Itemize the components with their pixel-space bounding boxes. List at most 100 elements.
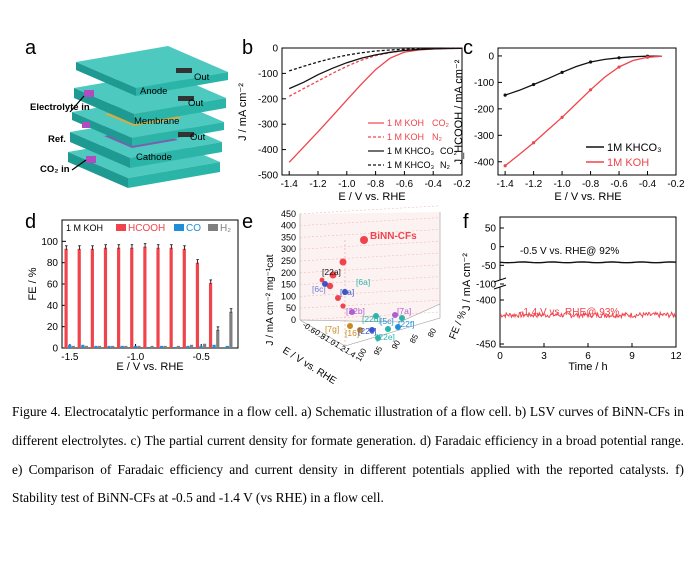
- d-ytick-label-3: 60: [47, 280, 59, 291]
- b-series-line-2: [288, 47, 463, 90]
- e-ytick-label-7: 350: [281, 232, 296, 242]
- legend-b-gas-1: N₂: [432, 132, 442, 142]
- e-point-18: [399, 315, 405, 321]
- e-ytick-label-6: 300: [281, 244, 296, 254]
- e-ytick-label-3: 150: [281, 280, 296, 290]
- d-bar-0-9: [182, 248, 186, 348]
- c-series-line-0: [504, 55, 662, 96]
- e-point-1: [339, 258, 347, 266]
- e-ref-label-4: [22b]: [346, 306, 365, 316]
- panel-e-binn-label: BiNN-CFs: [370, 231, 417, 242]
- electrolyte-in-label: Electrolyte in: [30, 102, 90, 113]
- e-ytick-label-9: 450: [281, 209, 296, 219]
- panel-c-series: [503, 54, 662, 168]
- d-bar-2-10: [203, 343, 207, 348]
- panel-e-points: [22a] [6c] [9a][6a] [22b] [7a] [22d] [5c] [22f]…: [312, 236, 415, 342]
- out-label-1: Out: [194, 72, 210, 83]
- c-xtick-label-0: -1.4: [497, 179, 515, 190]
- panel-c: c 0 -100 -200 -300 -400 -1.4 -1.2 -1.0 -0.8 -0.6…: [453, 37, 685, 203]
- b-ytick-label-0: 0: [272, 44, 278, 55]
- e-gridline-9: [299, 205, 441, 215]
- panel-c-y-ticks: 0 -100 -200 -300 -400: [474, 51, 502, 168]
- e-gridline-1: [299, 299, 441, 309]
- d-bar-2-11: [216, 329, 220, 348]
- d-bar-2-8: [176, 345, 180, 348]
- d-bar-0-11: [208, 282, 213, 348]
- panel-a-letter: a: [25, 37, 37, 59]
- panel-f-x-label: Time / h: [568, 361, 607, 373]
- panel-b: b 0 -100 -200 -300 -400 -500 -1.4 -1.2 -1.0 -0.8…: [237, 37, 471, 203]
- legend-d-swatch-0: [116, 224, 126, 231]
- panel-d-title: 1 M KOH: [66, 223, 103, 233]
- c-ytick-label-3: -300: [474, 131, 494, 142]
- e-point-2: [329, 271, 337, 279]
- panel-d: d 0 20 40 60 80 100 -1.5 -1.0 -0.5 E / V vs. RH…: [25, 211, 239, 373]
- d-ytick-label-1: 20: [47, 322, 59, 333]
- b-ytick-label-5: -500: [258, 171, 278, 182]
- co2-in-label: CO₂ in: [40, 164, 70, 175]
- panel-d-y-label: FE / %: [27, 267, 39, 300]
- panel-f-letter: f: [463, 211, 469, 233]
- d-bar-1-11: [212, 344, 216, 348]
- e-gridline-3: [299, 276, 441, 285]
- panel-b-y-label: J / mA cm⁻²: [237, 83, 249, 141]
- c-xtick-label-3: -0.8: [582, 179, 600, 190]
- d-bar-2-0: [71, 345, 75, 348]
- panel-d-bars: [64, 243, 233, 348]
- panel-e-letter: e: [242, 211, 253, 233]
- e-ref-label-11: [22c]: [358, 326, 376, 336]
- arrow-co2: [71, 159, 87, 171]
- c-point-0-2: [532, 82, 536, 87]
- e-point-15: [357, 327, 363, 333]
- d-bar-0-10: [195, 262, 200, 348]
- c-ytick-label-1: -100: [474, 78, 494, 89]
- panel-c-frame: [497, 47, 677, 176]
- e-ref-label-9: [7g]: [325, 324, 339, 334]
- b-series-line-1: [288, 47, 463, 97]
- arrow-electrolyte: [69, 95, 85, 113]
- panel-e-x-label: E / V vs. RHE: [280, 345, 338, 387]
- panel-f-label-1: -1.4 V vs. RHE@ 93%: [520, 307, 619, 318]
- legend-d-label-2: H₂: [220, 223, 231, 234]
- ref-port: [82, 122, 90, 128]
- d-ytick-label-4: 80: [47, 258, 59, 269]
- e-ytick-label-4: 200: [281, 268, 296, 278]
- e-gridline-5: [299, 252, 441, 262]
- panel-b-frame: [281, 47, 463, 176]
- e-point-9: [349, 309, 355, 315]
- legend-b-label-1: 1 M KOH: [387, 132, 424, 142]
- c-point-0-4: [560, 70, 564, 74]
- f-xtick-label-4: 12: [670, 351, 682, 362]
- inlet-port: [84, 90, 94, 97]
- figure-caption: Figure 4. Electrocatalytic performance i…: [12, 404, 684, 506]
- e-point-0: [360, 236, 368, 244]
- f-ytick-bot-label-1: -450: [476, 340, 496, 351]
- e-point-10: [373, 313, 379, 319]
- d-ytick-label-5: 100: [41, 237, 58, 248]
- c-point-1-8: [617, 65, 621, 69]
- e-point-6: [319, 277, 325, 283]
- panel-f-frame: [499, 216, 677, 348]
- e-ytick-label-2: 100: [281, 291, 296, 301]
- f-ytick-top-label-0: 50: [485, 224, 497, 235]
- legend-b-label-2: 1 M KHCO₃: [387, 146, 435, 156]
- b-xtick-label-6: -0.2: [453, 179, 471, 190]
- d-ytick-label-2: 40: [47, 301, 59, 312]
- c-ytick-label-4: -400: [474, 157, 494, 168]
- c-xtick-label-4: -0.6: [610, 179, 628, 190]
- panel-a: a: [25, 37, 228, 188]
- panel-f-y-label: J / mA cm⁻²: [461, 253, 473, 311]
- legend-c-label-0: 1M KHCO₃: [607, 142, 662, 154]
- d-ytick-label-0: 0: [52, 344, 58, 355]
- e-ztick-label-3: 85: [408, 332, 421, 345]
- e-ytick-label-1: 50: [286, 303, 296, 313]
- panel-e-y-label: J / mA cm⁻² mg⁻¹cat: [265, 254, 276, 345]
- cathode-label: Cathode: [136, 152, 172, 163]
- b-series-line-0: [288, 47, 463, 163]
- f-series-line-0: [499, 261, 677, 264]
- d-bar-0-3: [103, 247, 108, 348]
- e-ref-label-2: [9a]: [340, 287, 354, 297]
- panel-d-legend: 1 M KOH HCOOH CO H₂: [66, 223, 231, 234]
